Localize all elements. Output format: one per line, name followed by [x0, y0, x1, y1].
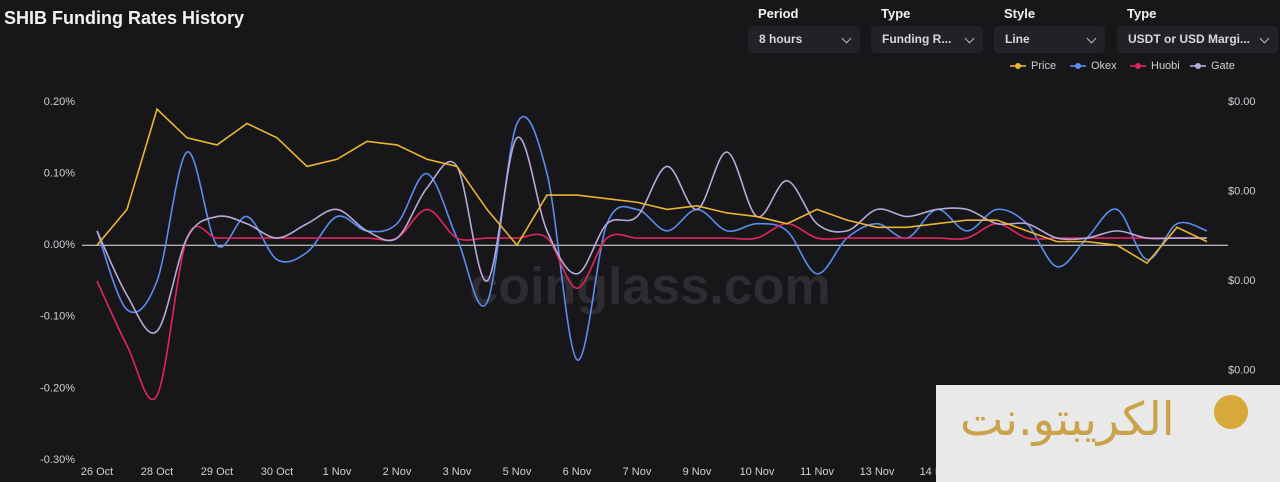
y-tick-label: 0.00% [44, 239, 75, 251]
x-tick-label: 5 Nov [503, 466, 532, 478]
x-tick-label: 26 Oct [81, 466, 113, 478]
x-tick-label: 11 Nov [800, 466, 835, 478]
legend-label: Price [1031, 60, 1056, 72]
legend-dot [1015, 63, 1021, 69]
x-tick-label: 10 Nov [740, 466, 775, 478]
x-tick-label: 28 Oct [141, 466, 173, 478]
y-tick-label: 0.10% [44, 168, 75, 180]
control-label: Type [1127, 6, 1157, 21]
dropdown[interactable]: Funding R... [871, 26, 983, 53]
legend-label: Huobi [1151, 60, 1180, 72]
y2-tick-label: $0.00 [1228, 364, 1256, 376]
series-line [96, 115, 1208, 361]
chart-watermark: coinglass.com [469, 258, 830, 316]
x-tick-label: 13 Nov [860, 466, 895, 478]
series-line [96, 208, 1207, 400]
watermark-icon [1214, 395, 1248, 429]
y-tick-label: -0.20% [40, 382, 75, 394]
x-tick-label: 29 Oct [201, 466, 233, 478]
control-label: Period [758, 6, 799, 21]
control-label: Style [1004, 6, 1036, 21]
legend-dot [1135, 63, 1141, 69]
x-tick-label: 1 Nov [323, 466, 352, 478]
control-label: Type [881, 6, 911, 21]
x-tick-label: 30 Oct [261, 466, 293, 478]
legend-dot [1075, 63, 1081, 69]
series-line [96, 107, 1208, 265]
legend-label: Gate [1211, 60, 1235, 72]
legend-label: Okex [1091, 60, 1117, 72]
y2-tick-label: $0.00 [1228, 96, 1256, 108]
dropdown[interactable]: 8 hours [748, 26, 860, 53]
x-tick-label: 7 Nov [623, 466, 652, 478]
dropdown[interactable]: USDT or USD Margi... [1117, 26, 1278, 53]
watermark-text: الكريبتو.نت [960, 392, 1175, 446]
y2-tick-label: $0.00 [1228, 185, 1256, 197]
x-tick-label: 3 Nov [443, 466, 472, 478]
chart-title: SHIB Funding Rates History [4, 8, 245, 28]
y2-tick-label: $0.00 [1228, 275, 1256, 287]
legend-dot [1195, 63, 1201, 69]
y-tick-label: 0.20% [44, 96, 75, 108]
x-tick-label: 6 Nov [563, 466, 592, 478]
x-tick-label: 2 Nov [383, 466, 412, 478]
y-tick-label: -0.30% [40, 454, 75, 466]
series-line [96, 136, 1207, 334]
x-tick-label: 9 Nov [683, 466, 712, 478]
y-tick-label: -0.10% [40, 311, 75, 323]
dropdown[interactable]: Line [994, 26, 1105, 53]
